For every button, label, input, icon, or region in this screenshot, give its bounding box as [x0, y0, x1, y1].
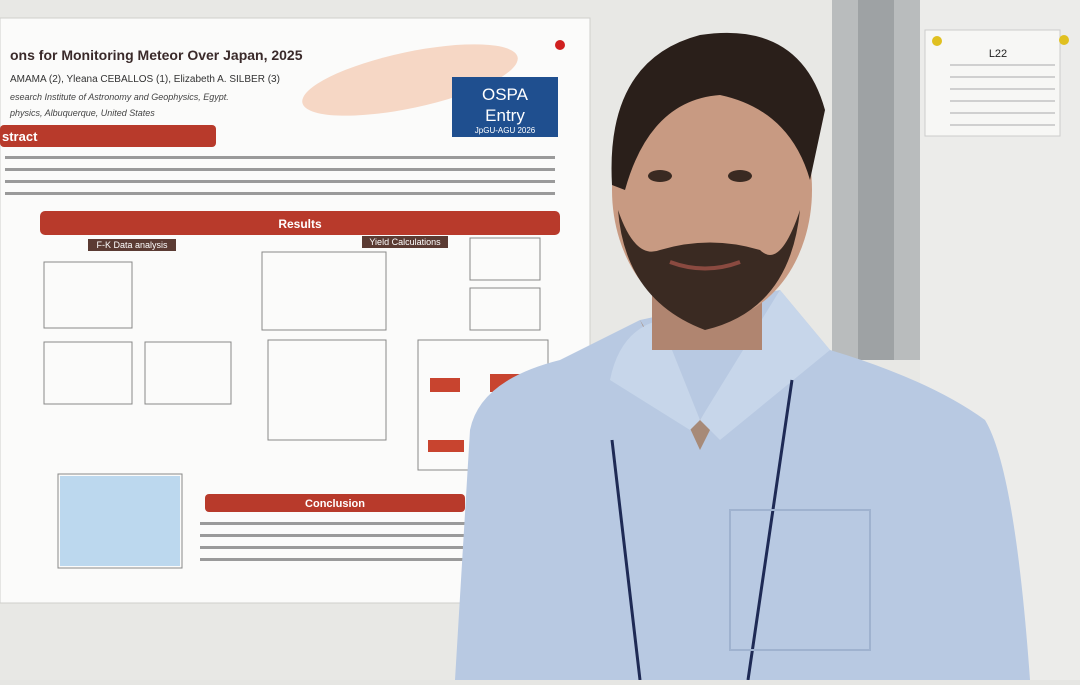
- eye: [648, 170, 672, 182]
- map: [60, 476, 180, 566]
- section-bar: [0, 125, 216, 147]
- collar: [610, 320, 700, 430]
- body-text: [200, 522, 470, 561]
- pin: [1059, 35, 1069, 45]
- section-heading: Conclusion: [305, 498, 365, 510]
- pocket: [729, 509, 871, 651]
- subheading-bar: [88, 239, 176, 251]
- eye: [728, 170, 752, 182]
- pillar: [858, 0, 894, 360]
- body-text: [5, 156, 555, 195]
- subheading-bar: [362, 236, 448, 248]
- badge-text: JpGU-AGU 2026: [475, 126, 536, 135]
- section-bar: [205, 494, 465, 512]
- poster-authors: AMAMA (2), Yleana CEBALLOS (1), Elizabet…: [10, 74, 280, 85]
- note-label: L22: [989, 48, 1007, 60]
- pin: [932, 36, 942, 46]
- lanyard: [610, 379, 794, 681]
- badge: [452, 77, 558, 137]
- poster-title: ons for Monitoring Meteor Over Japan, 20…: [10, 47, 303, 63]
- subheading: Yield Calculations: [369, 237, 441, 247]
- shirt: [455, 290, 1030, 680]
- note-table: [950, 64, 1055, 126]
- collar: [700, 290, 830, 440]
- poster-affiliation: esearch Institute of Astronomy and Geoph…: [10, 92, 229, 102]
- hair: [611, 32, 825, 190]
- mouth: [669, 260, 741, 271]
- pin: [555, 40, 565, 50]
- note: [924, 29, 1061, 137]
- meteor-image: [302, 44, 518, 116]
- badge-text: Entry: [485, 106, 525, 125]
- subheading: F-K Data analysis: [96, 240, 168, 250]
- section-bar: [40, 211, 560, 235]
- section-heading: stract: [2, 129, 38, 144]
- section-heading: Results: [278, 217, 322, 231]
- poster-affiliation: physics, Albuquerque, United States: [9, 108, 155, 118]
- badge-text: OSPA: [482, 85, 529, 104]
